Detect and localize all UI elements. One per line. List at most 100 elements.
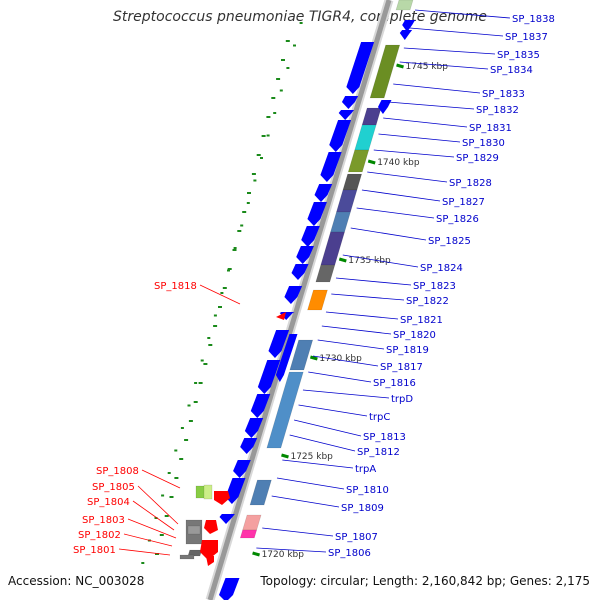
gene-arrow[interactable] (284, 286, 303, 304)
gene-label[interactable]: SP_1807 (335, 532, 378, 543)
gene-label[interactable]: SP_1812 (357, 447, 400, 458)
highlight-label-connector (137, 485, 179, 525)
gene-arrow[interactable] (244, 418, 264, 438)
gene-label-connector (409, 27, 504, 37)
highlight-label[interactable]: SP_1804 (87, 497, 130, 508)
feature-block[interactable] (242, 514, 262, 531)
gene-arrow[interactable] (329, 120, 352, 152)
gene-label[interactable]: SP_1837 (505, 32, 548, 43)
highlight-feature[interactable] (206, 556, 214, 566)
gene-label[interactable]: SP_1816 (373, 378, 416, 389)
highlight-feature[interactable] (276, 312, 286, 320)
minor-tick (251, 173, 256, 175)
gene-label-connector (325, 311, 399, 320)
topology-text: Topology: circular; Length: 2,160,842 bp… (260, 574, 590, 588)
gene-label[interactable]: SP_1825 (428, 236, 471, 247)
minor-tick (174, 477, 179, 479)
gene-label[interactable]: SP_1817 (380, 362, 423, 373)
feature-block[interactable] (361, 107, 382, 126)
gene-arrow[interactable] (257, 360, 281, 394)
highlight-label[interactable]: SP_1808 (96, 466, 139, 477)
feature-block[interactable] (266, 371, 304, 449)
feature-block[interactable] (289, 339, 314, 371)
feature-block[interactable] (354, 124, 377, 151)
minor-tick (184, 439, 189, 441)
gene-label-connector (298, 404, 368, 417)
scale-tick (396, 63, 404, 69)
gene-arrow[interactable] (268, 330, 290, 358)
gene-arrow[interactable] (399, 30, 413, 40)
gene-label[interactable]: SP_1833 (482, 89, 525, 100)
ring-dot (174, 449, 178, 452)
gene-arrow[interactable] (233, 460, 251, 478)
gene-label[interactable]: trpD (391, 394, 413, 405)
gene-label-connector (393, 83, 481, 94)
gene-arrow[interactable] (320, 152, 342, 182)
gene-arrow[interactable] (291, 264, 309, 280)
ring-dot (253, 179, 257, 182)
gene-arrow[interactable] (314, 184, 333, 202)
gene-arrow[interactable] (307, 202, 327, 226)
gene-label[interactable]: SP_1806 (328, 548, 371, 559)
highlight-label[interactable]: SP_1803 (82, 515, 125, 526)
feature-block[interactable] (307, 289, 328, 311)
ring-dot (240, 224, 244, 227)
gene-label[interactable]: SP_1831 (469, 123, 512, 134)
map-title: Streptococcus pneumoniae TIGR4, complete… (113, 9, 487, 25)
gene-arrow[interactable] (377, 100, 392, 114)
gene-arrow[interactable] (275, 334, 298, 382)
gene-label[interactable]: SP_1832 (476, 105, 519, 116)
gene-label[interactable]: SP_1828 (449, 178, 492, 189)
gene-arrow[interactable] (341, 96, 359, 109)
feature-block[interactable] (347, 149, 370, 173)
highlight-feature[interactable] (187, 525, 201, 535)
gene-label[interactable]: SP_1827 (442, 197, 485, 208)
gene-arrow[interactable] (219, 514, 235, 524)
feature-block[interactable] (369, 44, 401, 99)
gene-label[interactable]: SP_1821 (400, 315, 443, 326)
gene-arrow[interactable] (240, 438, 258, 454)
gene-label[interactable]: SP_1824 (420, 263, 463, 274)
gene-arrow[interactable] (219, 578, 240, 600)
highlight-label[interactable]: SP_1818 (154, 281, 197, 292)
highlight-label[interactable]: SP_1802 (78, 530, 121, 541)
feature-block[interactable] (249, 479, 272, 506)
gene-arrow[interactable] (338, 110, 355, 120)
gene-arrow[interactable] (250, 394, 271, 418)
highlight-feature[interactable] (179, 554, 195, 560)
gene-label[interactable]: SP_1819 (386, 345, 429, 356)
feature-block[interactable] (187, 549, 203, 557)
gene-label[interactable]: trpA (355, 464, 376, 475)
feature-block[interactable] (239, 529, 258, 539)
feature-block[interactable] (336, 189, 358, 213)
feature-block[interactable] (342, 173, 363, 191)
highlight-label[interactable]: SP_1805 (92, 482, 135, 493)
feature-block[interactable] (315, 264, 336, 283)
feature-block[interactable] (395, 0, 414, 11)
gene-label[interactable]: SP_1823 (413, 281, 456, 292)
highlight-feature[interactable] (200, 540, 218, 560)
gene-arrow[interactable] (301, 226, 320, 247)
gene-label[interactable]: trpC (369, 412, 390, 423)
gene-arrow[interactable] (296, 246, 314, 264)
gene-label[interactable]: SP_1838 (512, 14, 555, 25)
highlight-feature[interactable] (203, 484, 213, 500)
gene-arrow[interactable] (346, 42, 375, 94)
gene-label[interactable]: SP_1822 (406, 296, 449, 307)
gene-label[interactable]: SP_1835 (497, 50, 540, 61)
highlight-label[interactable]: SP_1801 (73, 545, 116, 556)
gene-label[interactable]: SP_1830 (462, 138, 505, 149)
gene-label[interactable]: SP_1813 (363, 432, 406, 443)
feature-block[interactable] (330, 211, 351, 233)
gene-arrow[interactable] (225, 478, 246, 504)
gene-arrow[interactable] (402, 20, 416, 32)
gene-label[interactable]: SP_1820 (393, 330, 436, 341)
gene-label[interactable]: SP_1834 (490, 65, 533, 76)
gene-label[interactable]: SP_1829 (456, 153, 499, 164)
gene-label[interactable]: SP_1809 (341, 503, 384, 514)
highlight-feature[interactable] (204, 520, 218, 534)
highlight-feature[interactable] (214, 491, 230, 505)
gene-label[interactable]: SP_1810 (346, 485, 389, 496)
gene-label[interactable]: SP_1826 (436, 214, 479, 225)
